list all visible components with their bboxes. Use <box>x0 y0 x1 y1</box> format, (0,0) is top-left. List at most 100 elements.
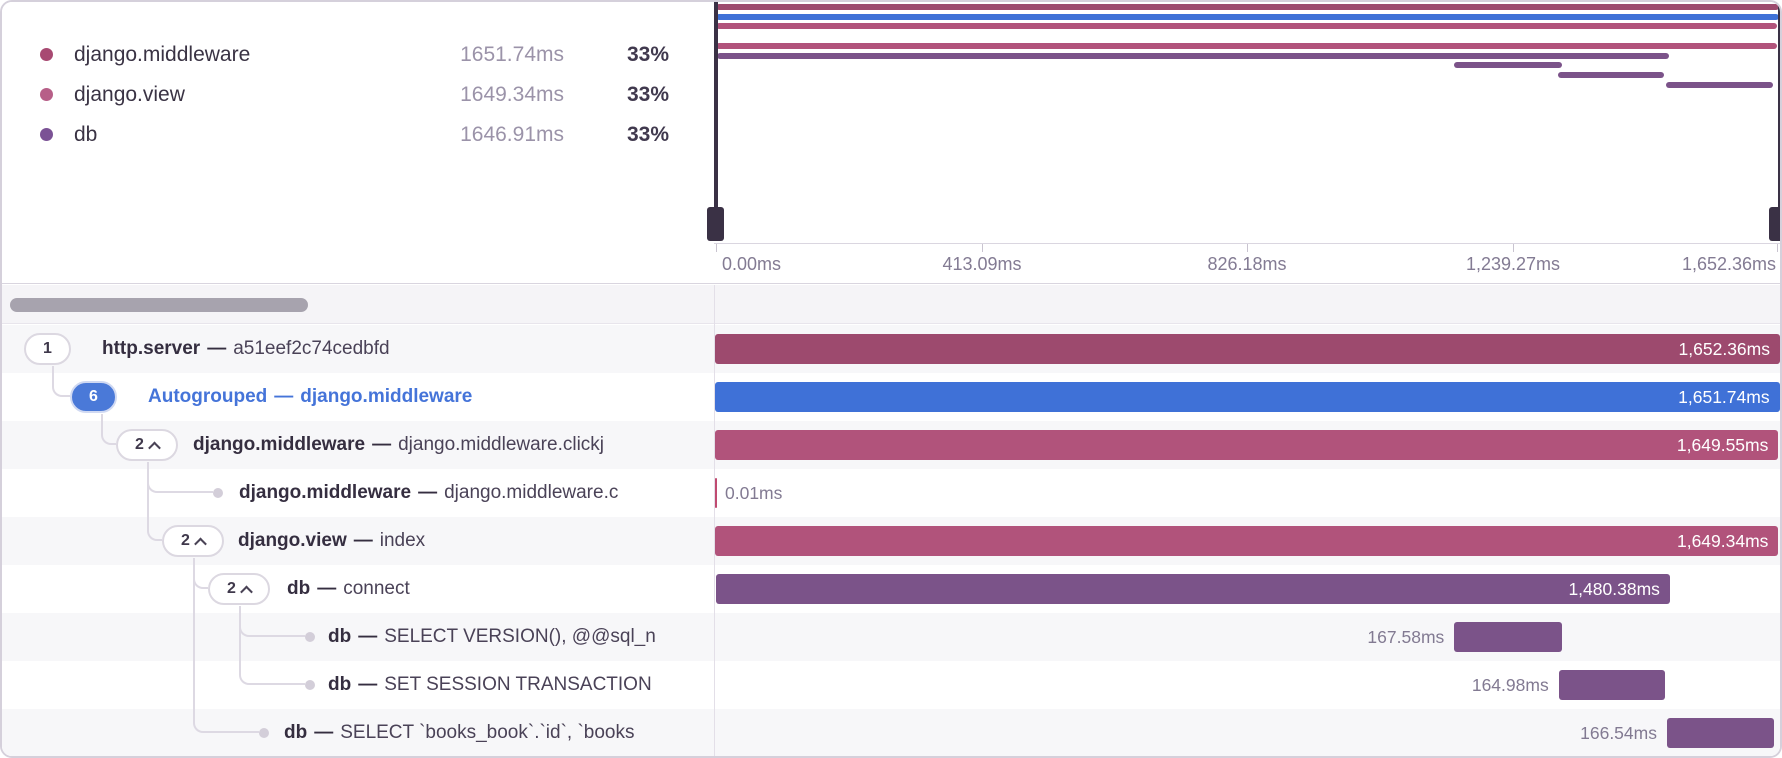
duration-label: 1,649.34ms <box>1676 531 1769 551</box>
chevron-up-icon <box>240 585 253 599</box>
span-tree-cell: db — SELECT `books_book`.`id`, `books <box>2 709 714 756</box>
span-row-db-set-session[interactable]: db — SET SESSION TRANSACTION 164.98ms <box>2 661 1780 709</box>
pane-divider[interactable] <box>714 285 715 756</box>
child-count-pill[interactable]: 2 <box>162 525 224 557</box>
waterfall-cell: 1,652.36ms <box>715 325 1780 373</box>
span-duration-bar[interactable] <box>1454 622 1563 652</box>
axis-tick <box>716 244 717 252</box>
trace-minimap[interactable]: 0.00ms 413.09ms 826.18ms 1,239.27ms 1,65… <box>707 2 1780 284</box>
span-tree-cell: 1 http.server — a51eef2c74cedbfd <box>2 325 714 373</box>
legend-percent: 33% <box>626 83 669 106</box>
waterfall-cell: 164.98ms <box>715 661 1780 709</box>
legend-duration: 1651.74ms <box>460 43 564 66</box>
span-tree-cell: 2 django.middleware — django.middleware.cl… <box>2 421 714 469</box>
child-count: 6 <box>89 388 98 405</box>
span-tree-cell: db — SET SESSION TRANSACTION <box>2 661 714 709</box>
scrollbar-thumb[interactable] <box>10 298 308 312</box>
span-label: db — SELECT VERSION(), @@sql_n <box>328 626 656 647</box>
autogroup-count-pill[interactable]: 6 <box>70 381 117 413</box>
child-count: 2 <box>227 580 236 597</box>
axis-label: 1,652.36ms <box>1681 254 1776 274</box>
span-label: db — connect <box>287 578 410 599</box>
legend-color-dot <box>40 88 53 101</box>
duration-label: 164.98ms <box>1471 675 1549 695</box>
legend-duration: 1646.91ms <box>460 123 564 146</box>
span-label: django.middleware — django.middleware.clic… <box>193 434 605 455</box>
child-count: 2 <box>181 532 190 549</box>
legend-op-name: db <box>74 123 98 146</box>
axis-label: 1,239.27ms <box>1465 254 1561 274</box>
legend-percent: 33% <box>626 43 669 66</box>
trace-header: django.middleware 1651.74ms 33% django.v… <box>2 2 1780 284</box>
waterfall-cell: 166.54ms <box>715 709 1780 756</box>
legend-item: django.middleware 1651.74ms 33% <box>2 34 714 75</box>
legend-color-dot <box>40 128 53 141</box>
viewport-right-handle-grip[interactable] <box>1769 207 1780 241</box>
chevron-up-icon <box>194 537 207 551</box>
chevron-up-icon <box>148 441 161 455</box>
span-duration-bar[interactable]: 1,649.55ms <box>715 430 1779 460</box>
legend-item: db 1646.91ms 33% <box>2 114 714 155</box>
span-duration-bar[interactable]: 1,649.34ms <box>715 526 1779 556</box>
duration-label: 1,651.74ms <box>1678 387 1770 407</box>
viewport-left-handle-grip[interactable] <box>707 207 724 241</box>
span-row-db-select-version[interactable]: db — SELECT VERSION(), @@sql_n 167.58ms <box>2 613 1780 661</box>
duration-label: 1,480.38ms <box>1568 579 1660 599</box>
span-tree-cell: django.middleware — django.middleware.c <box>2 469 714 517</box>
span-rows: 1 http.server — a51eef2c74cedbfd 1,652.36m… <box>2 325 1780 756</box>
span-label: django.middleware — django.middleware.c <box>239 482 619 503</box>
span-row-django-view[interactable]: 2 django.view — index 1,649.34ms <box>2 517 1780 565</box>
viewport-left-handle-line[interactable] <box>714 2 718 207</box>
waterfall-cell: 167.58ms <box>715 613 1780 661</box>
minimap-track[interactable] <box>716 2 1779 207</box>
axis-label: 826.18ms <box>1207 254 1287 274</box>
axis-label: 413.09ms <box>942 254 1022 274</box>
waterfall-cell: 1,649.55ms <box>715 421 1780 469</box>
span-row-http-server[interactable]: 1 http.server — a51eef2c74cedbfd 1,652.36m… <box>2 325 1780 373</box>
horizontal-scrollbar <box>2 285 1780 324</box>
minimap-span-bar <box>1558 71 1665 78</box>
duration-label: 1,649.55ms <box>1676 435 1769 455</box>
child-count: 2 <box>135 436 144 453</box>
minimap-span-bar <box>1453 62 1562 69</box>
span-label: db — SELECT `books_book`.`id`, `books <box>284 722 635 743</box>
axis-tick <box>982 244 983 252</box>
span-row-middleware-leaf[interactable]: django.middleware — django.middleware.c 0.… <box>2 469 1780 517</box>
waterfall-cell: 0.01ms <box>715 469 1780 517</box>
span-row-autogrouped[interactable]: 6 Autogrouped — django.middleware 1,651.74… <box>2 373 1780 421</box>
span-duration-bar[interactable] <box>715 478 718 508</box>
span-tree-cell: 6 Autogrouped — django.middleware <box>2 373 714 421</box>
duration-label: 1,652.36ms <box>1678 339 1770 359</box>
axis-tick <box>1247 244 1248 252</box>
span-row-db-select-books[interactable]: db — SELECT `books_book`.`id`, `books 166.… <box>2 709 1780 756</box>
duration-label: 167.58ms <box>1367 627 1445 647</box>
legend-duration: 1649.34ms <box>460 83 564 106</box>
viewport-right-handle-line[interactable] <box>1778 2 1780 207</box>
span-duration-bar[interactable]: 1,480.38ms <box>715 574 1670 604</box>
duration-label: 0.01ms <box>725 483 783 503</box>
legend-item: django.view 1649.34ms 33% <box>2 74 714 115</box>
axis-tick <box>1513 244 1514 252</box>
span-row-middleware-clickjacking[interactable]: 2 django.middleware — django.middleware.cl… <box>2 421 1780 469</box>
span-duration-bar[interactable]: 1,651.74ms <box>715 382 1780 412</box>
minimap-span-bar <box>716 4 1779 10</box>
span-tree-cell: 2 db — connect <box>2 565 714 613</box>
span-tree-waterfall: 1 http.server — a51eef2c74cedbfd 1,652.36m… <box>2 285 1780 756</box>
legend-percent: 33% <box>626 123 669 146</box>
waterfall-cell: 1,480.38ms <box>715 565 1780 613</box>
span-duration-bar[interactable]: 1,652.36ms <box>715 334 1780 364</box>
span-row-db-connect[interactable]: 2 db — connect 1,480.38ms <box>2 565 1780 613</box>
minimap-span-bar <box>716 13 1779 20</box>
span-duration-bar[interactable] <box>1558 670 1666 700</box>
child-count-pill[interactable]: 1 <box>24 333 71 365</box>
span-label: django.view — index <box>238 530 426 551</box>
span-label: db — SET SESSION TRANSACTION <box>328 674 652 695</box>
child-count-pill[interactable]: 2 <box>208 573 270 605</box>
span-label: http.server — a51eef2c74cedbfd <box>102 338 390 359</box>
span-tree-cell: 2 django.view — index <box>2 517 714 565</box>
span-tree-cell: db — SELECT VERSION(), @@sql_n <box>2 613 714 661</box>
child-count-pill[interactable]: 2 <box>116 429 178 461</box>
axis-label: 0.00ms <box>722 254 782 274</box>
span-duration-bar[interactable] <box>1666 718 1775 748</box>
